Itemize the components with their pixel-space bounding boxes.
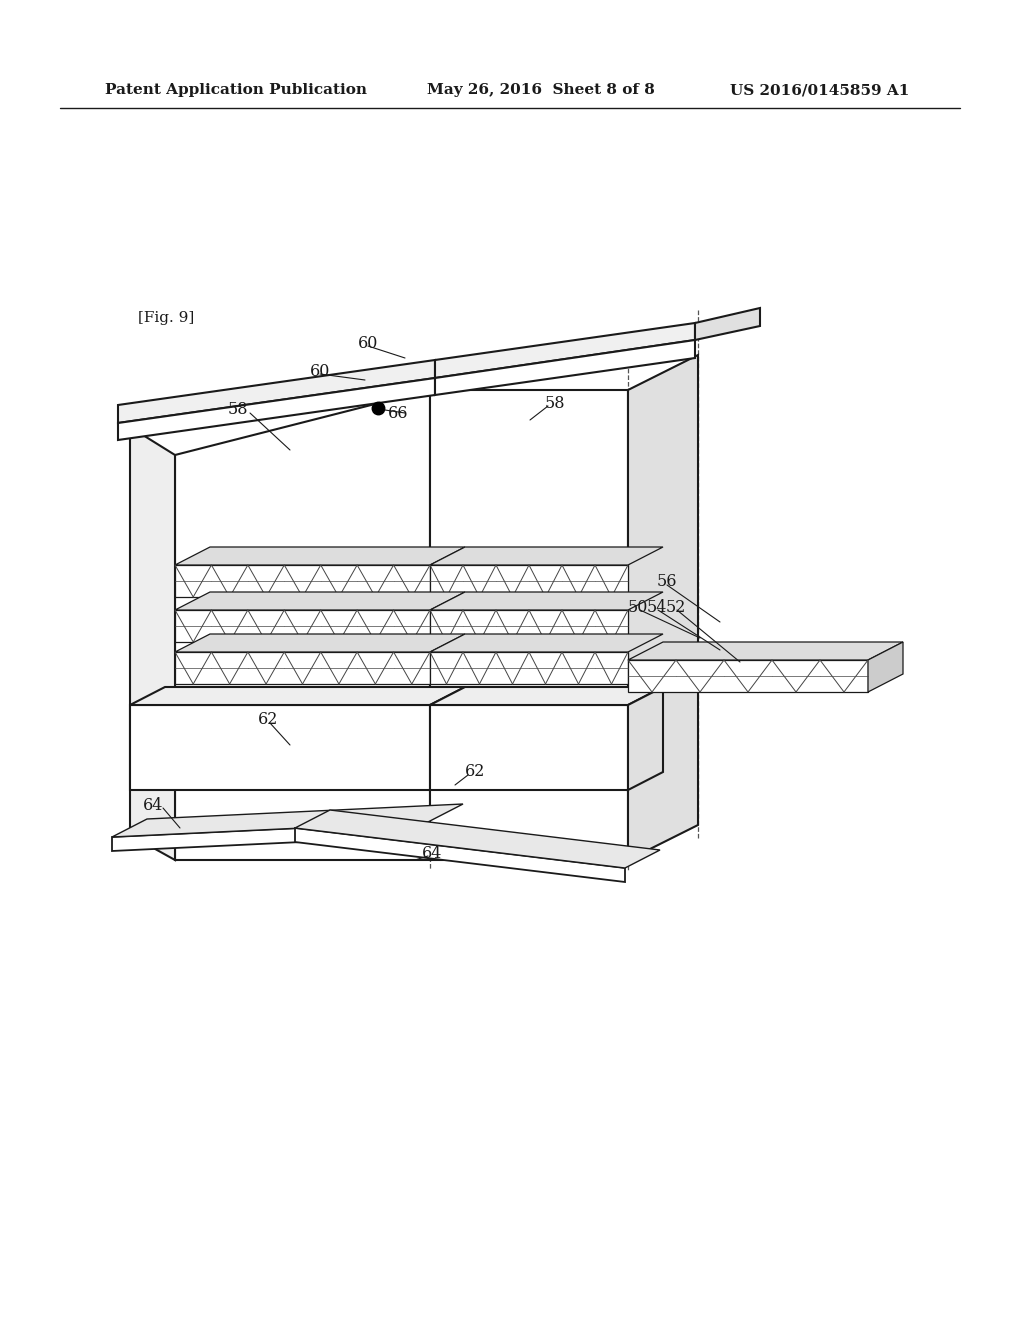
Text: 64: 64 bbox=[142, 796, 163, 813]
Polygon shape bbox=[175, 546, 465, 565]
Polygon shape bbox=[430, 652, 628, 684]
Polygon shape bbox=[430, 705, 628, 789]
Polygon shape bbox=[695, 308, 760, 341]
Text: 60: 60 bbox=[357, 334, 378, 351]
Polygon shape bbox=[130, 686, 465, 705]
Text: Patent Application Publication: Patent Application Publication bbox=[105, 83, 367, 96]
Polygon shape bbox=[430, 565, 628, 597]
Polygon shape bbox=[430, 591, 663, 610]
Text: 60: 60 bbox=[310, 363, 330, 380]
Polygon shape bbox=[430, 634, 663, 652]
Polygon shape bbox=[175, 389, 430, 861]
Polygon shape bbox=[868, 642, 903, 692]
Polygon shape bbox=[175, 652, 430, 684]
Polygon shape bbox=[295, 828, 625, 882]
Polygon shape bbox=[175, 634, 465, 652]
Text: 58: 58 bbox=[545, 395, 565, 412]
Polygon shape bbox=[430, 610, 628, 642]
Text: 66: 66 bbox=[388, 404, 409, 421]
Text: 64: 64 bbox=[422, 846, 442, 862]
Polygon shape bbox=[628, 660, 868, 692]
Polygon shape bbox=[130, 705, 430, 789]
Text: 54: 54 bbox=[647, 599, 668, 616]
Polygon shape bbox=[628, 642, 903, 660]
Polygon shape bbox=[175, 591, 465, 610]
Polygon shape bbox=[175, 610, 430, 642]
Polygon shape bbox=[118, 378, 435, 440]
Polygon shape bbox=[430, 389, 628, 861]
Text: 62: 62 bbox=[258, 711, 279, 729]
Polygon shape bbox=[435, 341, 695, 395]
Polygon shape bbox=[430, 546, 663, 565]
Polygon shape bbox=[628, 355, 698, 861]
Polygon shape bbox=[430, 686, 663, 705]
Text: 56: 56 bbox=[656, 573, 677, 590]
Text: [Fig. 9]: [Fig. 9] bbox=[138, 312, 195, 325]
Text: 50: 50 bbox=[628, 599, 648, 616]
Text: US 2016/0145859 A1: US 2016/0145859 A1 bbox=[730, 83, 909, 96]
Polygon shape bbox=[112, 822, 428, 851]
Text: May 26, 2016  Sheet 8 of 8: May 26, 2016 Sheet 8 of 8 bbox=[427, 83, 655, 96]
Polygon shape bbox=[435, 323, 695, 378]
Text: 62: 62 bbox=[465, 763, 485, 780]
Polygon shape bbox=[118, 360, 435, 422]
Text: 58: 58 bbox=[227, 401, 248, 418]
Polygon shape bbox=[295, 810, 660, 869]
Polygon shape bbox=[112, 804, 463, 837]
Polygon shape bbox=[175, 565, 430, 597]
Text: 52: 52 bbox=[666, 599, 686, 616]
Polygon shape bbox=[130, 426, 175, 861]
Polygon shape bbox=[628, 686, 663, 789]
